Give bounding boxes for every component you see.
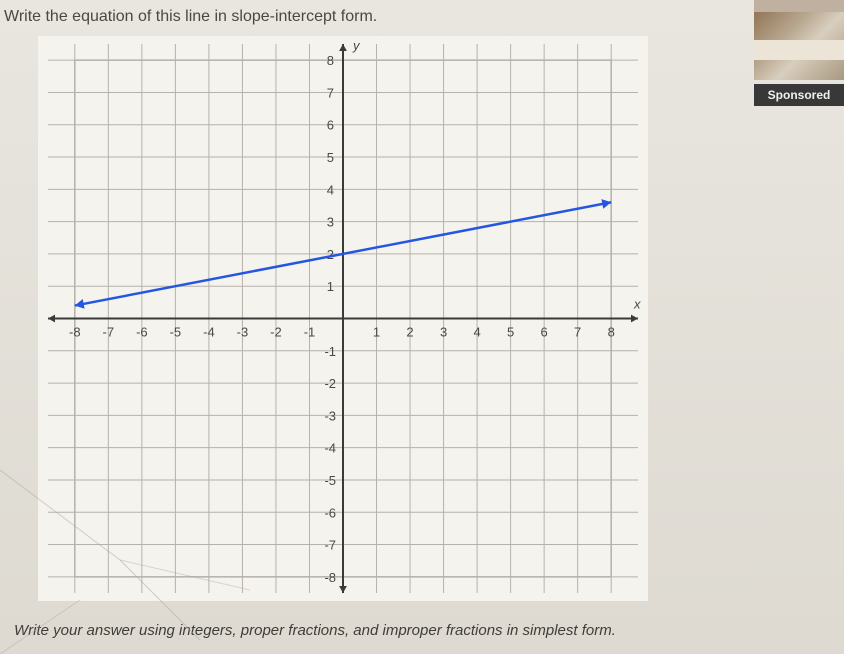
svg-text:5: 5 — [507, 325, 514, 340]
svg-text:-8: -8 — [69, 325, 81, 340]
svg-text:1: 1 — [373, 325, 380, 340]
coordinate-graph: y x -8 -7 -6 -5 -4 -3 -2 -1 1 2 3 4 5 6 7 8 1 2 3 4 5 6 7 8 -1 -2 -3… — [38, 36, 648, 601]
svg-text:2: 2 — [327, 247, 334, 262]
svg-text:8: 8 — [327, 53, 334, 68]
svg-text:6: 6 — [541, 325, 548, 340]
svg-text:1: 1 — [327, 279, 334, 294]
svg-text:-4: -4 — [203, 325, 215, 340]
svg-text:-3: -3 — [237, 325, 249, 340]
svg-text:x: x — [633, 297, 641, 312]
svg-text:-5: -5 — [170, 325, 182, 340]
ad-thumbnail[interactable] — [754, 0, 844, 80]
svg-text:-4: -4 — [324, 441, 336, 456]
svg-text:6: 6 — [327, 118, 334, 133]
svg-text:3: 3 — [327, 215, 334, 230]
svg-text:4: 4 — [473, 325, 480, 340]
svg-text:-7: -7 — [324, 538, 336, 553]
svg-text:8: 8 — [608, 325, 615, 340]
answer-instruction: Write your answer using integers, proper… — [14, 622, 616, 639]
ad-decoration — [754, 0, 844, 12]
svg-text:7: 7 — [327, 85, 334, 100]
svg-text:5: 5 — [327, 150, 334, 165]
svg-text:3: 3 — [440, 325, 447, 340]
svg-text:-5: -5 — [324, 473, 336, 488]
svg-text:-1: -1 — [324, 344, 336, 359]
graph-svg: y x -8 -7 -6 -5 -4 -3 -2 -1 1 2 3 4 5 6 7 8 1 2 3 4 5 6 7 8 -1 -2 -3… — [38, 36, 648, 601]
svg-text:-8: -8 — [324, 570, 336, 585]
sponsored-badge: Sponsored — [754, 84, 844, 106]
svg-text:2: 2 — [406, 325, 413, 340]
svg-text:4: 4 — [327, 182, 334, 197]
worksheet-page: Write the equation of this line in slope… — [0, 0, 844, 654]
svg-text:-3: -3 — [324, 408, 336, 423]
svg-text:y: y — [352, 38, 361, 53]
svg-text:-6: -6 — [136, 325, 148, 340]
svg-text:-1: -1 — [304, 325, 316, 340]
svg-text:7: 7 — [574, 325, 581, 340]
ad-decoration — [754, 40, 844, 60]
svg-text:-6: -6 — [324, 505, 336, 520]
svg-text:-7: -7 — [103, 325, 115, 340]
question-prompt: Write the equation of this line in slope… — [4, 8, 377, 26]
svg-text:-2: -2 — [324, 376, 336, 391]
svg-text:-2: -2 — [270, 325, 282, 340]
